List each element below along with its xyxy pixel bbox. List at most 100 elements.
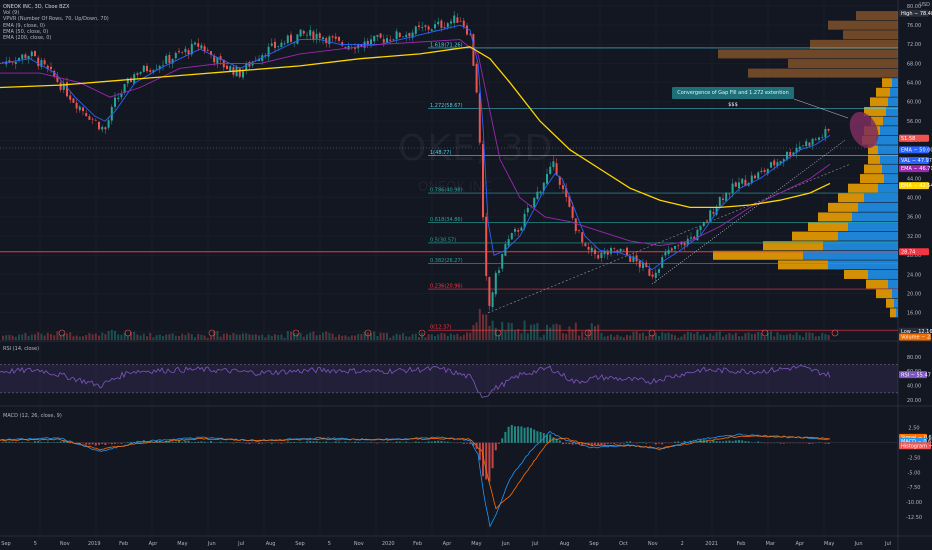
time-tick-label: Apr: [443, 541, 453, 547]
macd-histogram-bar: [530, 427, 532, 443]
volume-bar: [744, 333, 747, 340]
volume-bar: [34, 334, 36, 340]
volume-bar: [251, 334, 254, 340]
macd-histogram-bar: [318, 441, 321, 443]
candle: [370, 39, 372, 45]
macd-legend: MACD (12, 26, close, 9): [3, 413, 62, 419]
volume-profile-row: [788, 59, 898, 69]
volume-bar: [75, 335, 78, 340]
volume-bar: [728, 333, 731, 340]
candle: [424, 25, 427, 27]
trendline: [651, 139, 846, 285]
volume-bar: [440, 332, 443, 340]
event-marker: [831, 329, 839, 337]
rsi-tick-label: 80.00: [907, 355, 921, 361]
volume-bar: [424, 337, 427, 340]
volume-bar: [779, 334, 782, 340]
candle: [382, 39, 385, 43]
macd-histogram-bar: [101, 442, 104, 445]
volume-profile-up: [880, 154, 898, 164]
macd-histogram-bar: [114, 442, 116, 444]
macd-histogram-bar: [232, 442, 235, 444]
volume-bar: [142, 333, 145, 340]
volume-bar: [472, 325, 475, 340]
macd-histogram-bar: [200, 441, 203, 443]
candle: [146, 65, 148, 72]
volume-bar: [507, 322, 510, 340]
candle: [440, 20, 443, 29]
indicator-vpvr[interactable]: VPVR (Number Of Rows, 70, Up/Down, 70): [3, 16, 109, 23]
volume-profile-up: [890, 87, 898, 97]
volume-bar: [187, 332, 190, 340]
annotation-callout[interactable]: Convergence of Gap Fill and 1.272 extent…: [672, 87, 794, 108]
candle: [402, 36, 404, 38]
macd-histogram-bar: [478, 442, 481, 461]
volume-bar: [341, 335, 344, 340]
event-marker: [364, 329, 372, 337]
macd-histogram-bar: [443, 441, 446, 443]
macd-histogram-bar: [120, 442, 123, 444]
volume-bar: [168, 334, 171, 340]
volume-bar: [539, 337, 542, 340]
volume-bar: [139, 335, 142, 340]
volume-bar: [50, 334, 52, 340]
macd-histogram-bar: [139, 441, 142, 443]
volume-bar: [421, 332, 424, 340]
volume-profile-up: [803, 250, 898, 260]
volume-bar: [405, 336, 408, 340]
price-tick-label: 40.00: [907, 196, 921, 202]
candle: [549, 166, 552, 174]
indicator-ema200[interactable]: EMA (200, close, 0): [3, 35, 52, 42]
ema-line: [0, 46, 831, 209]
macd-histogram-bar: [446, 441, 449, 443]
macd-histogram-bar: [270, 442, 273, 444]
volume-bar: [136, 334, 139, 340]
macd-histogram-bar: [290, 442, 292, 443]
candle: [597, 255, 600, 259]
macd-histogram-bar: [37, 440, 40, 443]
macd-histogram-bar: [354, 441, 356, 443]
macd-histogram-bar: [21, 441, 24, 443]
candle: [674, 245, 676, 249]
volume-bar: [450, 333, 452, 340]
macd-histogram-bar: [619, 442, 622, 444]
volume-bar: [811, 332, 814, 340]
macd-histogram-bar: [56, 442, 59, 443]
candle: [366, 41, 369, 45]
volume-bar: [325, 331, 328, 340]
volume-bar: [594, 326, 596, 340]
indicator-ema9[interactable]: EMA (9, close, 0): [3, 22, 45, 29]
annotation-pointer: [793, 98, 849, 119]
volume-bar: [635, 331, 638, 340]
candle: [248, 61, 251, 67]
volume-bar: [306, 334, 308, 340]
volume-bar: [245, 333, 248, 340]
volume-bar: [30, 334, 33, 340]
volume-bar: [587, 329, 590, 340]
volume-bar: [648, 335, 651, 340]
macd-histogram-bar: [88, 442, 91, 445]
rsi-title[interactable]: RSI (14, close): [3, 346, 40, 352]
indicator-ema50[interactable]: EMA (50, close, 0): [3, 28, 49, 35]
macd-histogram-bar: [571, 442, 574, 445]
indicator-vol[interactable]: Vol (9): [3, 10, 20, 17]
volume-bar: [786, 334, 788, 340]
macd-title[interactable]: MACD (12, 26, close, 9): [3, 413, 62, 419]
macd-histogram-bar: [405, 441, 408, 443]
fib-level-label: 1.272(58.67): [430, 103, 463, 109]
macd-histogram-bar: [466, 442, 468, 444]
candle: [203, 46, 206, 51]
volume-bar: [446, 335, 449, 340]
macd-histogram-bar: [658, 442, 660, 444]
volume-bar: [654, 333, 657, 340]
volume-bar: [434, 336, 436, 340]
candle: [242, 71, 244, 78]
candle: [85, 112, 88, 117]
time-tick-label: Mar: [766, 541, 776, 547]
candle: [174, 52, 177, 59]
candle: [702, 222, 705, 227]
volume-bar: [498, 334, 500, 340]
volume-bar: [398, 334, 401, 340]
candle: [811, 138, 814, 145]
